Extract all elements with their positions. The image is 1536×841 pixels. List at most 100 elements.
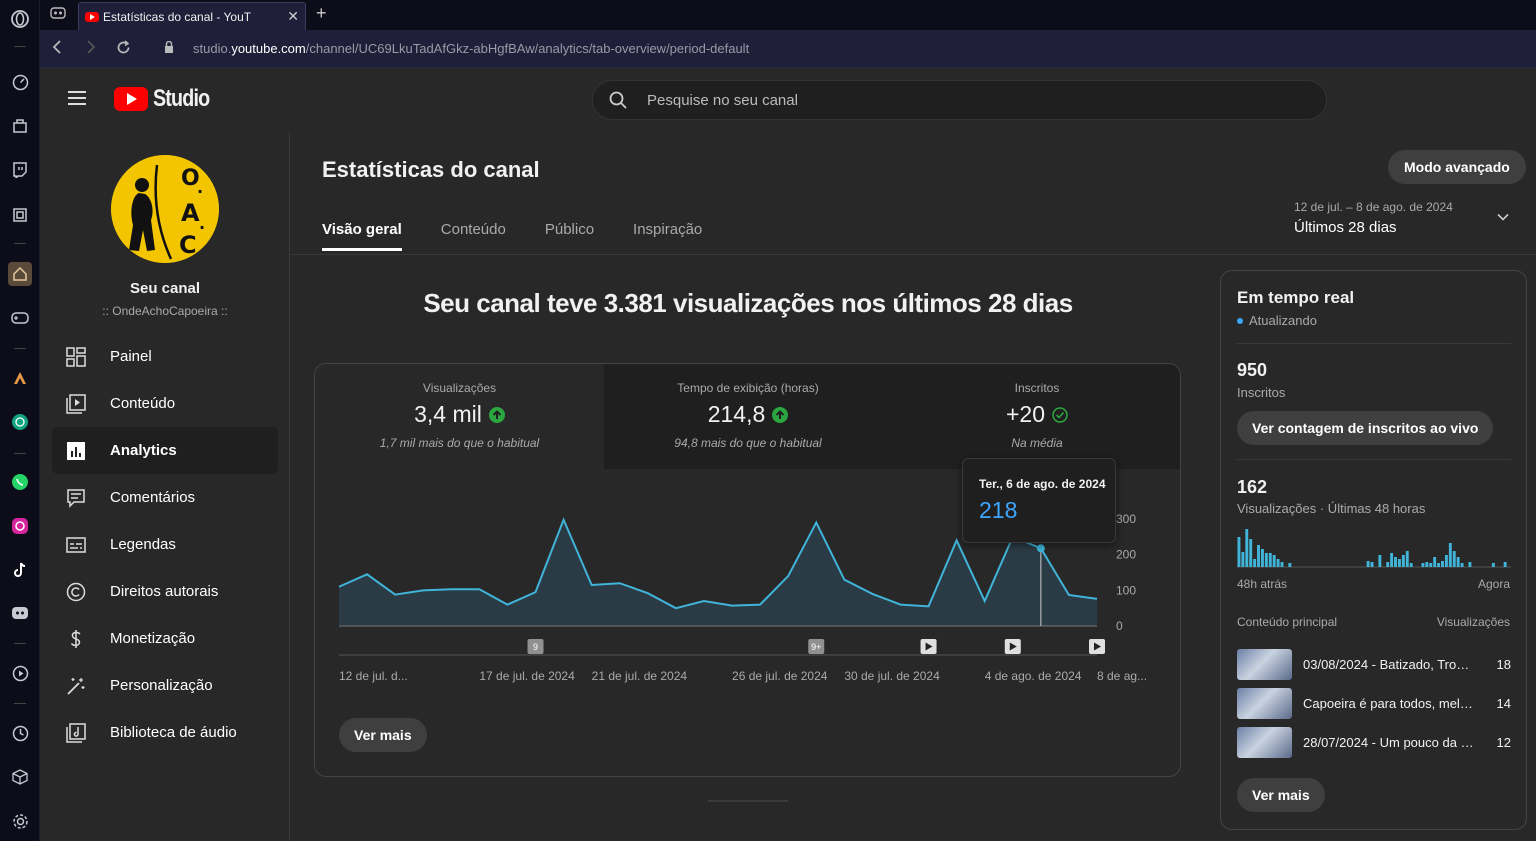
realtime-bar — [1257, 545, 1260, 567]
history-icon[interactable] — [8, 721, 32, 745]
whatsapp-icon[interactable] — [8, 470, 32, 494]
list-item[interactable]: Capoeira é para todos, melhor idade 14 — [1237, 687, 1511, 719]
upload-count-label: 9+ — [811, 642, 821, 652]
speed-dial-icon[interactable] — [8, 70, 32, 94]
sidebar-item-direitos-autorais[interactable]: Direitos autorais — [52, 568, 278, 615]
realtime-bar — [1394, 557, 1397, 567]
sidebar-item-label: Direitos autorais — [110, 583, 219, 600]
divider — [1237, 459, 1511, 460]
discord-icon[interactable] — [8, 601, 32, 625]
realtime-bar — [1260, 549, 1264, 567]
studio-sidebar: O . A . C Seu canal :: OndeAchoCapoeira … — [40, 133, 290, 841]
top-views-header: Visualizações — [1436, 615, 1510, 629]
sidebar-item-label: Conteúdo — [110, 395, 176, 412]
metric-sub: Na média — [1011, 436, 1063, 450]
realtime-bar — [1386, 562, 1390, 567]
live-subscriber-count-button[interactable]: Ver contagem de inscritos ao vivo — [1237, 411, 1494, 445]
tab-islands-icon[interactable] — [50, 7, 66, 22]
period-selector[interactable]: 12 de jul. – 8 de ago. de 2024 Últimos 2… — [1294, 200, 1509, 236]
video-views: 14 — [1496, 695, 1511, 711]
advanced-mode-button[interactable]: Modo avançado — [1388, 150, 1526, 184]
back-arrow-icon[interactable] — [52, 40, 62, 58]
aria-icon[interactable] — [8, 366, 32, 390]
search-box[interactable] — [592, 80, 1327, 120]
tab-inspiracao[interactable]: Inspiração — [633, 221, 703, 238]
cube-icon[interactable] — [8, 765, 32, 789]
play-icon — [1009, 642, 1017, 651]
metric-watch-time[interactable]: Tempo de exibição (horas) 214,8 94,8 mai… — [604, 364, 892, 469]
realtime-title: Em tempo real — [1237, 288, 1355, 307]
studio-header: Studio — [40, 69, 1536, 133]
video-views: 18 — [1496, 656, 1511, 672]
x-tick-label: 17 de jul. de 2024 — [479, 669, 575, 683]
sidebar-item-analytics[interactable]: Analytics — [52, 427, 278, 474]
y-tick-label: 0 — [1116, 619, 1123, 633]
customization-icon — [67, 677, 85, 695]
axis-left-label: 48h atrás — [1237, 577, 1288, 591]
metric-sub: 94,8 mais do que o habitual — [674, 436, 822, 450]
upload-count-label: 9 — [533, 642, 538, 652]
browser-tab-active[interactable]: Estatísticas do canal - YouT ✕ — [78, 2, 306, 30]
hover-point — [1036, 544, 1045, 553]
channel-name[interactable]: Seu canal — [129, 280, 201, 297]
tiktok-icon[interactable] — [8, 558, 32, 582]
studio-logo[interactable]: Studio — [114, 85, 222, 113]
sidebar-item-monetizacao[interactable]: Monetização — [52, 615, 278, 662]
see-more-button[interactable]: Ver mais — [339, 718, 427, 752]
metric-subscribers[interactable]: Inscritos +20 Na média — [892, 364, 1180, 469]
realtime-bar — [1401, 555, 1405, 567]
realtime-bar-chart[interactable] — [1237, 527, 1511, 569]
video-views: 12 — [1496, 734, 1511, 750]
x-tick-label: 4 de ago. de 2024 — [985, 669, 1082, 683]
settings-gear-icon[interactable] — [8, 809, 32, 833]
sidebar-item-painel[interactable]: Painel — [52, 333, 278, 380]
list-item[interactable]: 28/07/2024 - Um pouco da roda 12 — [1237, 726, 1511, 758]
y-tick-label: 300 — [1116, 512, 1136, 526]
twitch-icon[interactable] — [8, 158, 32, 182]
search-icon — [609, 91, 627, 109]
tab-close-icon[interactable]: ✕ — [287, 8, 299, 24]
extensions-icon[interactable] — [8, 203, 32, 227]
new-tab-icon[interactable]: + — [316, 3, 327, 23]
reload-icon[interactable] — [116, 40, 131, 59]
list-item[interactable]: 03/08/2024 - Batizado, Troca de Cordas 1… — [1237, 648, 1511, 680]
bag-icon[interactable] — [8, 114, 32, 138]
tab-title: Estatísticas do canal - YouT — [103, 9, 252, 24]
video-title: Capoeira é para todos, melhor idade — [1303, 695, 1475, 711]
realtime-bar — [1503, 562, 1507, 567]
sidebar-item-biblioteca-de-audio[interactable]: Biblioteca de áudio — [52, 709, 278, 756]
url-text[interactable]: studio.youtube.com/channel/UC69LkuTadAfG… — [193, 41, 750, 56]
chatgpt-icon[interactable] — [8, 410, 32, 434]
sidebar-item-conteudo[interactable]: Conteúdo — [52, 380, 278, 427]
overview-card: Visualizações 3,4 mil 1,7 mil mais do qu… — [314, 363, 1181, 777]
channel-avatar[interactable]: O . A . C — [111, 155, 219, 263]
search-input[interactable] — [647, 91, 1247, 109]
sidebar-item-legendas[interactable]: Legendas — [52, 521, 278, 568]
instagram-icon[interactable] — [8, 514, 32, 538]
lock-icon[interactable] — [164, 41, 174, 53]
check-circle-icon — [1052, 406, 1068, 423]
tab-conteudo[interactable]: Conteúdo — [440, 221, 506, 238]
player-icon[interactable] — [8, 661, 32, 685]
dashboard-icon — [66, 346, 86, 367]
realtime-bar — [1378, 555, 1382, 567]
overview-headline: Seu canal teve 3.381 visualizações nos ú… — [423, 288, 1073, 318]
metric-views[interactable]: Visualizações 3,4 mil 1,7 mil mais do qu… — [315, 364, 604, 469]
x-tick-label: 12 de jul. d... — [339, 669, 408, 683]
metric-value: +20 — [1005, 401, 1045, 427]
realtime-see-more-button[interactable]: Ver mais — [1237, 778, 1325, 812]
chart-area-fill — [339, 519, 1097, 626]
gamepad-icon[interactable] — [8, 306, 32, 330]
tab-publico[interactable]: Público — [544, 221, 595, 238]
arrow-up-circle-icon — [772, 406, 789, 423]
hamburger-menu-icon[interactable] — [68, 91, 86, 105]
realtime-bar — [1268, 553, 1272, 567]
home-icon[interactable] — [8, 262, 32, 286]
opera-logo-icon[interactable] — [8, 7, 32, 31]
sidebar-item-personalizacao[interactable]: Personalização — [52, 662, 278, 709]
tab-visao-geral[interactable]: Visão geral — [322, 221, 402, 251]
forward-arrow-icon[interactable] — [86, 40, 96, 58]
sidebar-item-comentarios[interactable]: Comentários — [52, 474, 278, 521]
chevron-down-icon — [1497, 213, 1509, 221]
views-chart[interactable]: 0 100 200 300 9 9+ 12 de jul. d... 17 de jul. d… — [315, 469, 1181, 709]
